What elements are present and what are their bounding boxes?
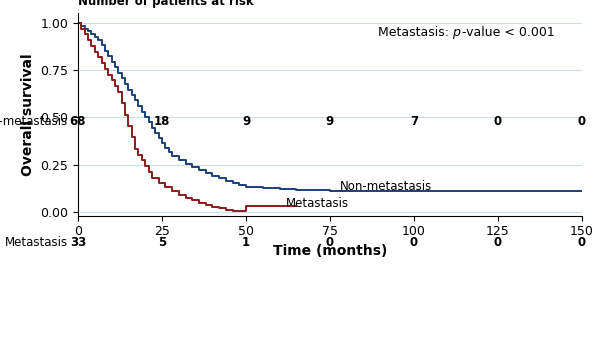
Text: Metastasis: Metastasis: [286, 197, 349, 210]
Y-axis label: Overall survival: Overall survival: [21, 53, 35, 176]
X-axis label: Time (months): Time (months): [273, 244, 387, 258]
Text: Metastasis:: Metastasis:: [378, 26, 457, 39]
Text: Non-metastasis: Non-metastasis: [0, 115, 68, 128]
Text: 5: 5: [158, 236, 166, 249]
Text: 9: 9: [242, 115, 250, 128]
Text: Number of patients at risk: Number of patients at risk: [78, 0, 254, 8]
Text: 7: 7: [410, 115, 418, 128]
Text: Non-metastasis: Non-metastasis: [340, 180, 433, 193]
Text: 0: 0: [494, 115, 502, 128]
Text: 0: 0: [326, 236, 334, 249]
Text: 18: 18: [154, 115, 170, 128]
Text: 0: 0: [578, 115, 586, 128]
Text: -value < 0.001: -value < 0.001: [461, 26, 554, 39]
Text: 68: 68: [70, 115, 86, 128]
Text: 0: 0: [494, 236, 502, 249]
Text: 33: 33: [70, 236, 86, 249]
Text: Metastasis: Metastasis: [5, 236, 68, 249]
Text: 0: 0: [578, 236, 586, 249]
Text: 9: 9: [326, 115, 334, 128]
Text: p: p: [452, 26, 460, 39]
Text: 0: 0: [410, 236, 418, 249]
Text: 1: 1: [242, 236, 250, 249]
